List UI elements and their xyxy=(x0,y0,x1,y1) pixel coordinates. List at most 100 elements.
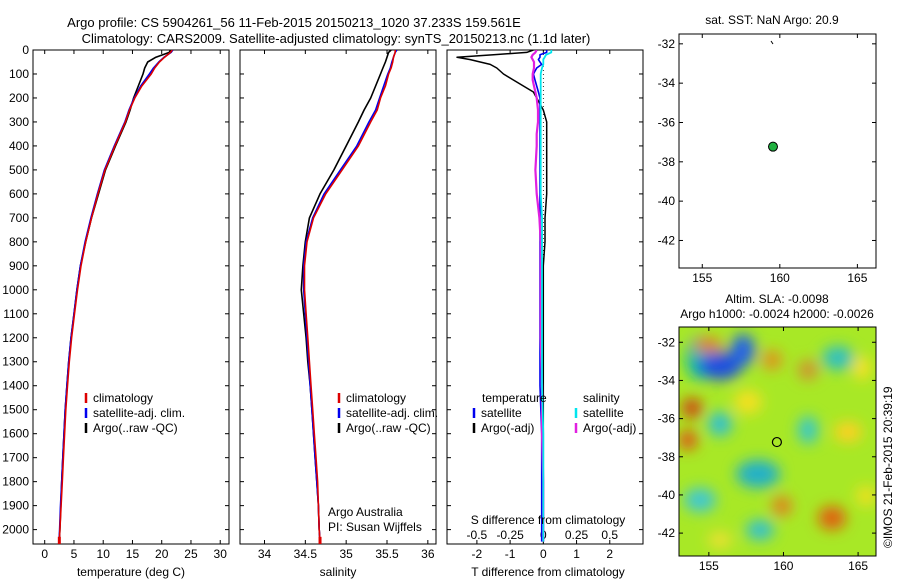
y-tick-label: 1300 xyxy=(2,355,29,369)
principal-investigator-label: PI: Susan Wijffels xyxy=(328,520,422,534)
legend-label: Argo(-adj) xyxy=(481,421,534,435)
sla-map-axes: 155 160 165 -32 -34 -36 -38 -40 -42 xyxy=(658,327,876,573)
x-tick-label-t: 2 xyxy=(606,547,613,561)
y-tick-label: 1100 xyxy=(3,307,29,321)
sst-map-frame xyxy=(678,33,877,269)
sla-blob xyxy=(818,506,846,530)
map-x-tick-label: 165 xyxy=(848,559,868,573)
sla-blob xyxy=(762,350,782,370)
x-tick-label-t: 0 xyxy=(540,547,547,561)
x-tick-label: 34.5 xyxy=(294,547,318,561)
sla-blob xyxy=(708,412,732,436)
y-tick-label: 200 xyxy=(9,91,29,105)
y-tick-label: 2000 xyxy=(2,523,29,537)
sst-map-panel: sat. SST: NaN Argo: 20.9 155 160 165 -32 -34… xyxy=(658,13,877,285)
sst-map-axes: 155 160 165 -32 -34 -36 -38 -40 -42 xyxy=(658,34,876,285)
argo-location-marker xyxy=(771,436,783,448)
x-tick-label: 15 xyxy=(126,547,140,561)
legend-title-salinity: salinity xyxy=(583,391,620,405)
sst-map-title: sat. SST: NaN Argo: 20.9 xyxy=(705,13,839,27)
map-y-tick-label: -40 xyxy=(658,488,676,502)
map-y-tick-label: -32 xyxy=(658,335,676,349)
map-y-tick-label: -40 xyxy=(658,194,676,208)
y-tick-label: 800 xyxy=(9,235,29,249)
map-y-tick-label: -34 xyxy=(658,76,676,90)
x-tick-label-s: 0.25 xyxy=(565,528,589,542)
map-x-tick-label: 165 xyxy=(847,271,867,285)
sst-map-marks xyxy=(768,40,779,152)
x-tick-label: 25 xyxy=(184,547,198,561)
legend-title-temperature: temperature xyxy=(482,391,547,405)
sla-blob xyxy=(731,334,755,366)
y-tick-label: 900 xyxy=(9,259,29,273)
x-tick-label-t: -1 xyxy=(505,547,516,561)
x-tick-label: 20 xyxy=(155,547,169,561)
map-y-tick-label: -36 xyxy=(658,115,676,129)
difference-legend: temperature salinitysatelliteArgo(-adj)sa… xyxy=(472,391,636,435)
climatology-line xyxy=(303,50,397,542)
temperature-axes-frame xyxy=(32,49,230,545)
salinity-profiles xyxy=(300,50,398,544)
sla-blob xyxy=(694,337,722,353)
x-tick-label: 5 xyxy=(71,547,78,561)
map-y-tick-label: -38 xyxy=(658,450,676,464)
legend-label: climatology xyxy=(346,391,406,405)
legend-label: Argo(..raw -QC) xyxy=(93,421,178,435)
difference-panel: -2 -1 0 1 2-0.5 -0.25 0 0.25 0.5 S difference fr… xyxy=(446,49,644,579)
y-tick-label: 100 xyxy=(9,67,29,81)
sla-blob xyxy=(684,488,716,512)
y-tick-label: 1800 xyxy=(2,475,29,489)
map-y-tick-label: -42 xyxy=(658,233,676,247)
difference-profiles xyxy=(456,50,553,544)
salinity-panel: 34 34.5 35 35.5 36 salinity climatologysatel… xyxy=(239,49,438,579)
s-satellite-diff-line xyxy=(539,50,553,542)
map-x-tick-label: 155 xyxy=(699,559,719,573)
y-tick-label: 500 xyxy=(9,163,29,177)
temperature-x-axis: 0 5 10 15 20 25 30 xyxy=(41,50,227,561)
y-tick-label: 1600 xyxy=(2,427,29,441)
argo-location-marker xyxy=(768,141,779,152)
figure-title-line2: Climatology: CARS2009. Satellite-adjuste… xyxy=(82,31,591,46)
sla-blob xyxy=(834,422,862,442)
x-tick-label-s: -0.25 xyxy=(496,528,524,542)
temperature-x-label: temperature (deg C) xyxy=(77,565,185,579)
sla-blob xyxy=(679,430,697,450)
x-tick-label-s: 0.5 xyxy=(601,528,618,542)
t-argo-diff-line xyxy=(456,50,548,542)
map-y-tick-label: -34 xyxy=(658,373,676,387)
x-tick-label: 36 xyxy=(421,547,435,561)
sla-blob xyxy=(736,460,780,488)
sla-blob xyxy=(682,398,702,418)
y-tick-label: 1400 xyxy=(2,379,29,393)
sla-blob xyxy=(798,360,818,380)
x-tick-label-t: -2 xyxy=(472,547,483,561)
sla-blob xyxy=(708,532,732,548)
legend-label: satellite-adj. clim. xyxy=(346,406,438,420)
difference-y-ticks xyxy=(447,49,643,531)
sla-blob xyxy=(856,486,876,506)
sla-blob xyxy=(772,496,792,516)
x-tick-label-s: -0.5 xyxy=(467,528,488,542)
t-difference-label: T difference from climatology xyxy=(471,565,625,579)
y-tick-label: 300 xyxy=(9,115,29,129)
legend-label: climatology xyxy=(93,391,153,405)
sla-map-frame xyxy=(678,326,877,557)
y-tick-label: 1700 xyxy=(2,451,29,465)
legend-label: Argo(-adj) xyxy=(583,421,636,435)
y-tick-label: 1500 xyxy=(2,403,29,417)
y-tick-label: 400 xyxy=(9,139,29,153)
sla-map-subtitle: Argo h1000: -0.0024 h2000: -0.0026 xyxy=(680,307,874,321)
sla-map-marks xyxy=(771,436,783,448)
imos-credit: ©IMOS 21-Feb-2015 20:39:19 xyxy=(881,386,895,548)
map-y-tick-label: -32 xyxy=(658,37,676,51)
legend-label: satellite-adj. clim. xyxy=(93,406,185,420)
map-y-tick-label: -36 xyxy=(658,412,676,426)
salinity-y-ticks xyxy=(240,49,436,531)
x-tick-label: 35 xyxy=(339,547,353,561)
x-tick-label: 35.5 xyxy=(375,547,399,561)
salinity-axes-frame xyxy=(239,49,437,545)
x-tick-label: 34 xyxy=(258,547,272,561)
